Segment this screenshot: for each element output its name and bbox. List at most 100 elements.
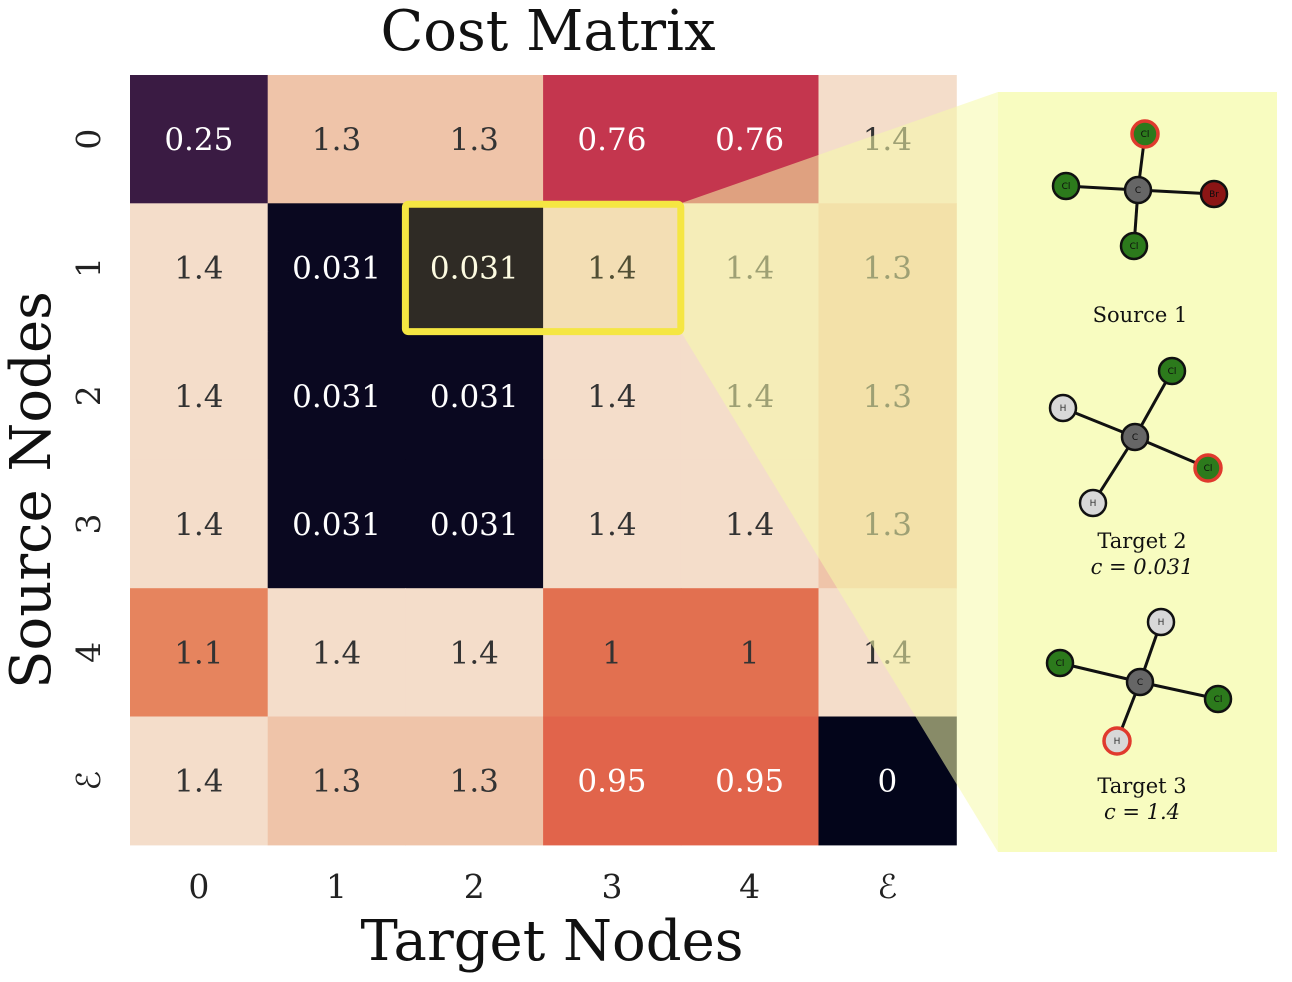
heatmap-cell-0-2: [405, 75, 544, 204]
cell-value-5-5: 0: [877, 764, 897, 800]
cell-value-2-2: 0.031: [430, 379, 519, 415]
atom-label-2: H: [1060, 404, 1067, 414]
atom-label-1: Cl: [1168, 367, 1177, 377]
cell-value-3-1: 0.031: [292, 507, 381, 543]
cell-value-2-1: 0.031: [292, 379, 381, 415]
atom-label-3: Cl: [1214, 695, 1223, 705]
cell-value-5-4: 0.95: [715, 764, 784, 800]
atom-node-2: [1045, 648, 1075, 678]
atom-label-0: C: [1132, 433, 1138, 443]
heatmap-cell-0-1: [267, 75, 406, 204]
heatmap-cell-4-0: [130, 588, 269, 718]
heatmap-cell-1-0: [130, 203, 269, 333]
heatmap-cell-1-3: [543, 203, 682, 333]
cell-value-1-2: 0.031: [430, 250, 519, 286]
cell-value-3-4: 1.4: [725, 507, 774, 543]
cell-value-4-4: 1: [740, 635, 760, 671]
heatmap-cell-3-2: [405, 459, 544, 589]
heatmap-cell-2-1: [267, 331, 406, 461]
heatmap-cell-3-0: [130, 459, 269, 589]
atom-node-2: [1048, 393, 1078, 423]
atom-label-0: C: [1137, 678, 1143, 688]
atom-label-3: Cl: [1204, 464, 1213, 474]
heatmap-cell-4-3: [543, 588, 682, 718]
cell-value-4-2: 1.4: [450, 635, 499, 671]
cell-value-5-1: 1.3: [312, 764, 361, 800]
cell-value-0-2: 1.3: [450, 122, 499, 158]
heatmap-cell-3-1: [267, 459, 406, 589]
atom-node-0: [1125, 667, 1155, 697]
atom-node-1: [1130, 119, 1160, 149]
y-axis-label: Source Nodes: [0, 291, 64, 689]
cell-value-0-3: 0.76: [577, 122, 646, 158]
cell-value-1-3: 1.4: [587, 250, 636, 286]
x-axis-ticks: 0 1 2 3 4 ℰ: [188, 867, 897, 906]
heatmap-cell-4-4: [680, 588, 820, 718]
atom-label-3: Br: [1209, 190, 1219, 200]
cell-value-1-0: 1.4: [174, 250, 223, 286]
atom-node-1: [1146, 607, 1176, 637]
atom-label-1: Cl: [1141, 130, 1150, 140]
molecule-caption: Target 3: [1097, 774, 1186, 798]
y-tick-label-5: ℰ: [69, 771, 108, 791]
cell-value-5-2: 1.3: [450, 764, 499, 800]
cell-value-2-0: 1.4: [174, 379, 223, 415]
atom-node-4: [1078, 488, 1108, 518]
y-tick-label-3: 3: [69, 514, 108, 535]
heatmap-cell-2-3: [543, 331, 682, 461]
molecule-cost: c = 1.4: [1104, 800, 1180, 824]
cell-value-1-1: 0.031: [292, 250, 381, 286]
x-tick-label-3: 3: [601, 867, 622, 906]
atom-node-4: [1119, 231, 1149, 261]
x-axis-label: Target Nodes: [361, 909, 744, 974]
cell-value-5-0: 1.4: [174, 764, 223, 800]
cell-value-0-4: 0.76: [715, 122, 784, 158]
cell-value-5-3: 0.95: [577, 764, 646, 800]
x-tick-label-0: 0: [188, 867, 209, 906]
heatmap-cell-5-4: [680, 716, 820, 846]
heatmap-cell-2-0: [130, 331, 269, 461]
cell-value-4-1: 1.4: [312, 635, 361, 671]
heatmap-cell-5-2: [405, 716, 544, 846]
molecule-2: C H Cl Cl H Target 3c = 1.4: [1045, 607, 1233, 824]
x-tick-label-1: 1: [326, 867, 347, 906]
atom-node-2: [1051, 171, 1081, 201]
cell-value-2-3: 1.4: [587, 379, 636, 415]
atom-label-4: H: [1090, 499, 1097, 509]
cell-value-4-0: 1.1: [174, 635, 223, 671]
atom-node-0: [1123, 175, 1153, 205]
x-tick-label-5: ℰ: [877, 867, 897, 906]
zoom-connector: [680, 92, 998, 852]
heatmap-cell-1-2: [405, 203, 544, 333]
x-tick-label-4: 4: [739, 867, 760, 906]
cell-value-3-2: 0.031: [430, 507, 519, 543]
molecule-1: C Cl H Cl H Target 2c = 0.031: [1048, 356, 1223, 579]
heatmap-cell-0-0: [130, 75, 269, 204]
y-tick-label-2: 2: [69, 385, 108, 406]
heatmap-cell-5-3: [543, 716, 682, 846]
atom-node-3: [1203, 684, 1233, 714]
chart-title: Cost Matrix: [380, 0, 715, 64]
highlight-box: [401, 200, 685, 336]
atom-node-1: [1157, 356, 1187, 386]
heatmap-cell-4-2: [405, 588, 544, 718]
heatmap-cell-4-1: [267, 588, 406, 718]
heatmap-cell-5-1: [267, 716, 406, 846]
atom-label-4: H: [1114, 737, 1121, 747]
atom-node-3: [1199, 179, 1229, 209]
y-axis-ticks: 0 1 2 3 4 ℰ: [69, 129, 108, 791]
atom-label-1: H: [1158, 618, 1165, 628]
y-tick-label-0: 0: [69, 129, 108, 150]
molecule-caption: Target 2: [1097, 529, 1186, 553]
cell-value-0-0: 0.25: [164, 122, 233, 158]
y-tick-label-4: 4: [69, 642, 108, 663]
atom-label-2: Cl: [1056, 659, 1065, 669]
cell-value-0-1: 1.3: [312, 122, 361, 158]
molecule-graphs: C Cl Cl Br Cl Source 1 C Cl H Cl H Target 2c = 0.03…: [1045, 119, 1233, 824]
atom-label-0: C: [1135, 186, 1141, 196]
y-tick-label-1: 1: [69, 257, 108, 278]
atom-label-2: Cl: [1062, 182, 1071, 192]
heatmap-cell-2-2: [405, 331, 544, 461]
atom-label-4: Cl: [1130, 242, 1139, 252]
